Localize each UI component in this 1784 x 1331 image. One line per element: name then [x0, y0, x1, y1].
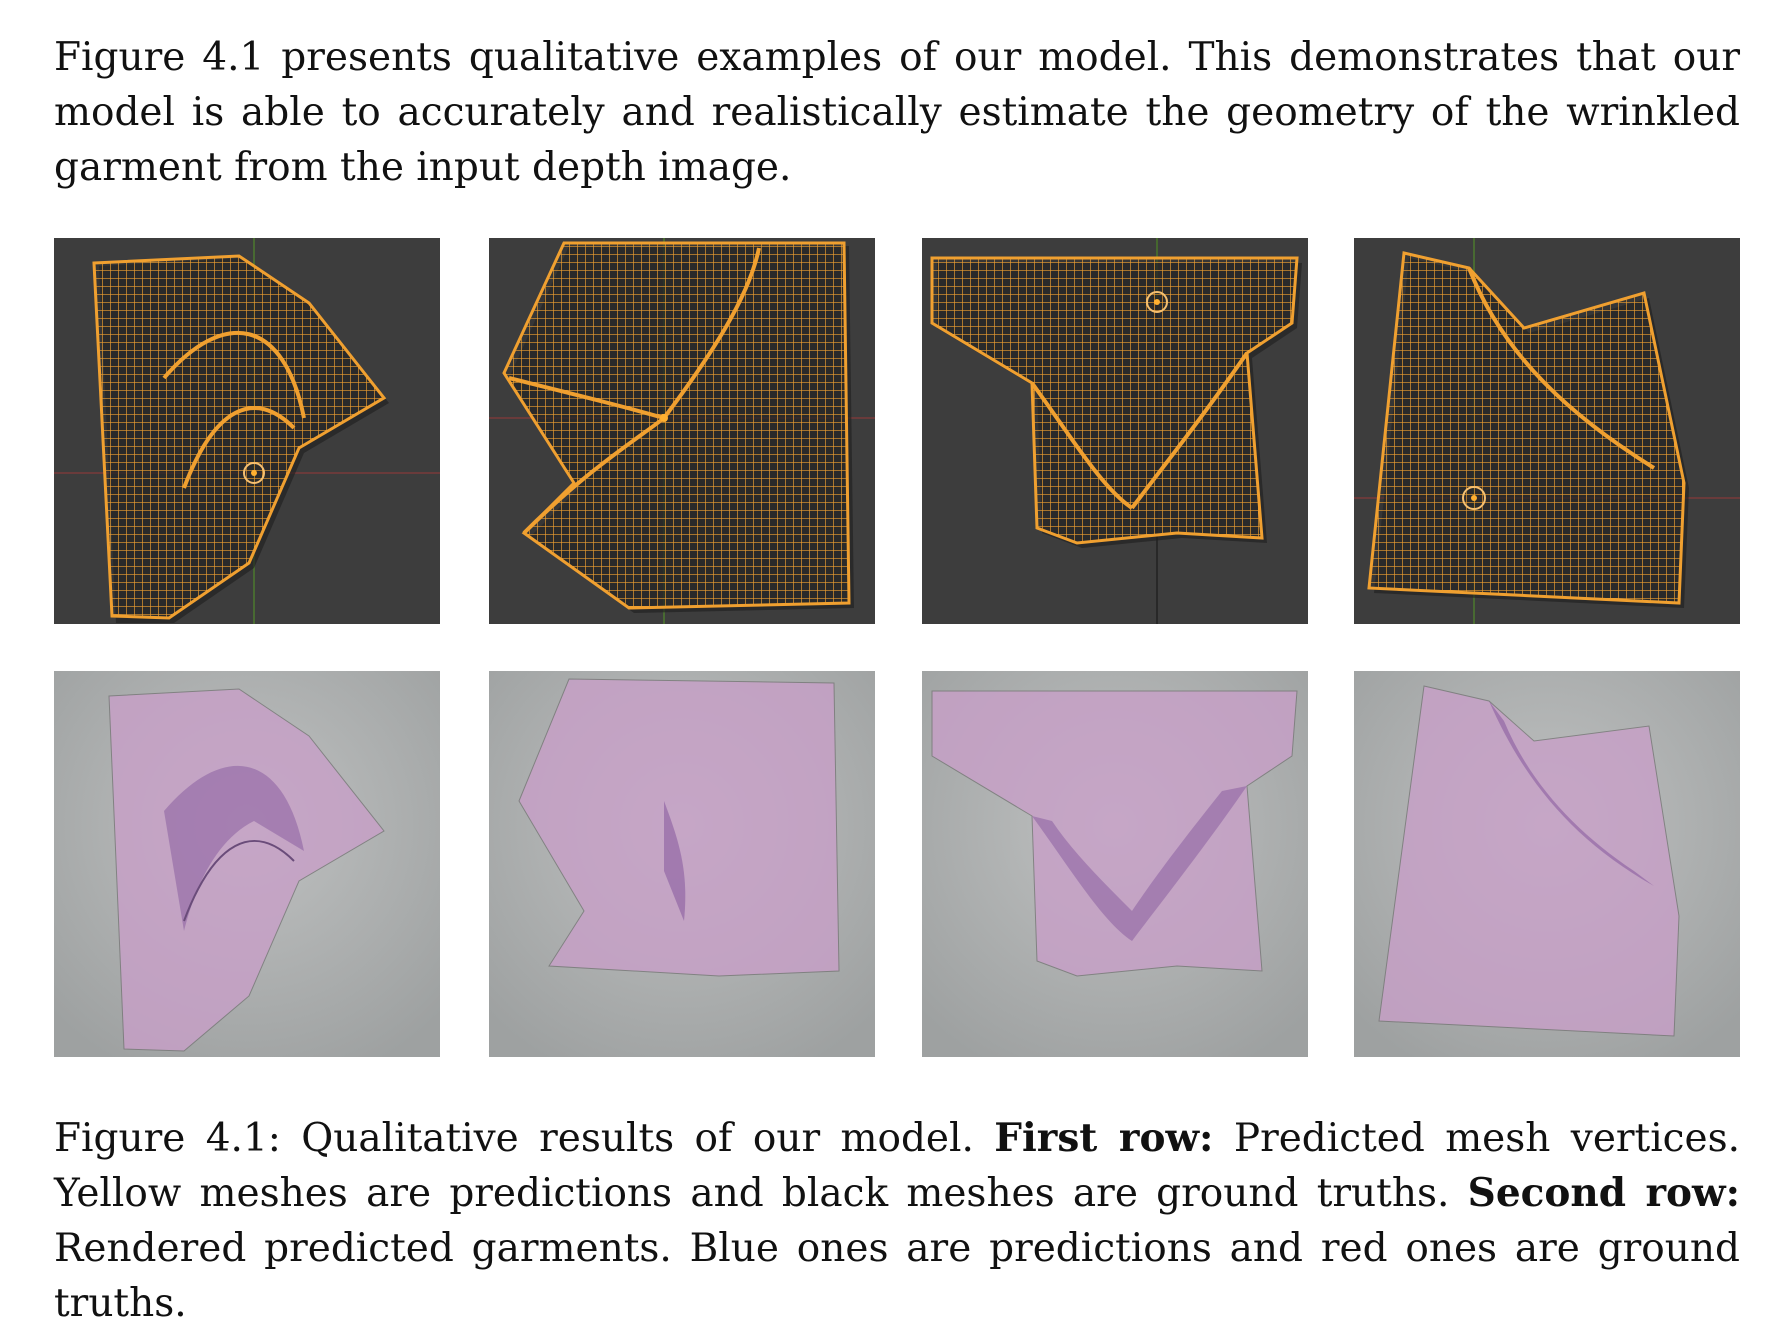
caption-second-row-text: Rendered predicted garments. Blue ones a…	[54, 1226, 1740, 1326]
render-panel-2	[489, 671, 875, 1057]
caption-first-row-text: Predicted mesh vertices. Yellow meshes a…	[54, 1116, 1741, 1216]
wireframe-panel-4	[1354, 238, 1740, 624]
figure-caption: Figure 4.1: Qualitative results of our m…	[54, 1111, 1740, 1331]
render-panel-3	[922, 671, 1308, 1057]
wireframe-panel-2	[489, 238, 875, 624]
figure-row-wireframes	[54, 238, 1740, 624]
figure-row-renders	[54, 671, 1740, 1057]
wireframe-panel-3	[922, 238, 1308, 624]
caption-first-row-label: First row:	[994, 1115, 1214, 1161]
render-panel-4	[1354, 671, 1740, 1057]
intro-paragraph: Figure 4.1 presents qualitative examples…	[54, 35, 1740, 190]
caption-prefix: Figure 4.1: Qualitative results of our m…	[54, 1116, 974, 1161]
render-panel-1	[54, 671, 440, 1057]
caption-second-row-label: Second row:	[1467, 1170, 1740, 1216]
wireframe-panel-1	[54, 238, 440, 624]
